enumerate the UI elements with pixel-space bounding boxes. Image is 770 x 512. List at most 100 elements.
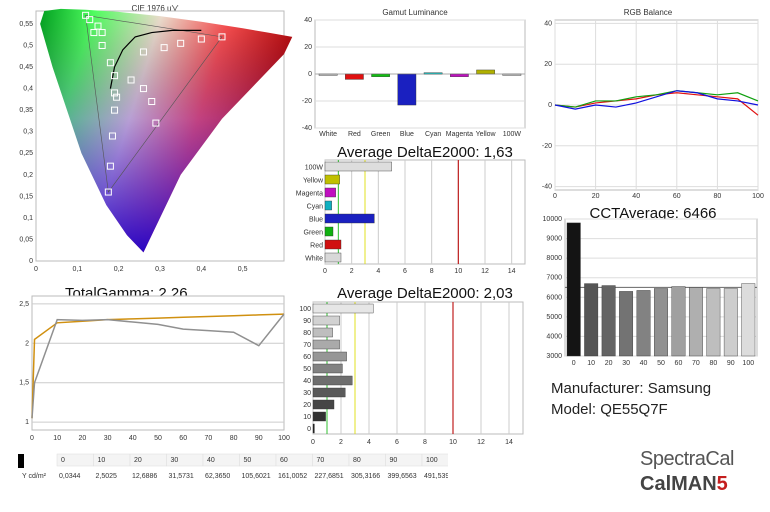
y-tick-label: 20 <box>304 44 312 51</box>
measurement-marker <box>111 89 119 97</box>
deltae-bar <box>312 375 353 386</box>
table-value: 12,6886 <box>132 473 157 480</box>
x-tick-label: 10 <box>454 268 462 275</box>
y-tick-label: Magenta <box>296 191 323 198</box>
x-tick-label: 0 <box>572 360 576 367</box>
x-tick-label: 60 <box>179 435 187 442</box>
cct-bar <box>688 287 703 357</box>
table-value: 161,0052 <box>278 473 307 480</box>
x-tick-label: 20 <box>592 193 600 200</box>
x-tick-label: 12 <box>481 268 489 275</box>
measurement-marker <box>127 76 135 84</box>
y-tick-label: Cyan <box>307 204 323 211</box>
deltae-bar <box>324 200 332 211</box>
y-tick-label: 0,05 <box>19 236 33 243</box>
x-tick-label: 30 <box>622 360 630 367</box>
y-tick-label: 2 <box>25 340 29 347</box>
black-swatch <box>18 454 24 468</box>
x-tick-label: 90 <box>255 435 263 442</box>
y-tick-label: 9000 <box>546 236 562 243</box>
x-tick-label: Green <box>371 131 391 138</box>
measurement-marker <box>111 106 119 114</box>
deltae-bar <box>324 213 375 224</box>
y-tick-label: 8000 <box>546 255 562 262</box>
table-value: 31,5731 <box>169 473 194 480</box>
x-tick-label: 50 <box>657 360 665 367</box>
measurement-marker <box>106 59 114 67</box>
y-tick-label: 40 <box>544 20 552 27</box>
x-tick-label: 0 <box>553 193 557 200</box>
deltae-bar <box>324 187 336 198</box>
luminance-table: 0 10 20 30 40 50 60 70 80 90 100 Y cd/m² 0,0344 2,502… <box>18 453 448 480</box>
measurement-marker <box>197 35 205 43</box>
plot-area <box>324 159 526 265</box>
deltae-bar <box>324 252 342 263</box>
measurement-marker <box>111 72 119 80</box>
chart-title: CCTAverage: 6466 <box>589 205 716 222</box>
x-tick-label: 0,5 <box>238 266 248 273</box>
table-value: 2,5025 <box>96 473 118 480</box>
x-tick-label: Yellow <box>476 131 497 138</box>
x-tick-label: 40 <box>129 435 137 442</box>
y-tick-label: -40 <box>542 184 552 191</box>
rgb-series-line <box>554 90 759 108</box>
y-tick-label: Green <box>304 230 324 237</box>
x-tick-label: 20 <box>79 435 87 442</box>
chart-title: RGB Balance <box>624 8 673 17</box>
x-tick-label: 100 <box>742 360 754 367</box>
gamma-series-line <box>31 313 285 419</box>
gamut-bar <box>450 73 469 77</box>
gamut-bar <box>397 73 417 106</box>
device-info: Manufacturer: Samsung Model: QE55Q7F <box>551 378 711 420</box>
deltae-bar <box>324 226 334 237</box>
y-tick-label: 0,4 <box>23 86 33 93</box>
spectral-locus-shade <box>40 8 293 253</box>
chart-title: Average DeltaE2000: 2,03 <box>337 285 513 302</box>
measurement-marker <box>86 16 94 24</box>
chart-title: Gamut Luminance <box>382 8 448 17</box>
y-tick-label: 0,35 <box>19 107 33 114</box>
x-tick-label: 0 <box>30 435 34 442</box>
model-label: Model: QE55Q7F <box>551 401 668 418</box>
table-value: 0,0344 <box>59 473 81 480</box>
measurement-marker <box>218 33 226 41</box>
table-header-label: 20 <box>134 457 142 464</box>
y-tick-label: 0,15 <box>19 193 33 200</box>
cct-bar <box>654 288 668 357</box>
measurement-marker <box>90 29 98 37</box>
x-tick-label: 50 <box>154 435 162 442</box>
measurement-marker <box>160 44 168 52</box>
x-tick-label: 10 <box>449 439 457 446</box>
x-tick-label: White <box>319 131 337 138</box>
x-tick-label: 6 <box>403 268 407 275</box>
x-tick-label: 0 <box>34 266 38 273</box>
calman-word: CalMAN <box>640 473 717 495</box>
table-value: 227,6851 <box>315 473 344 480</box>
cct-bar <box>619 291 634 357</box>
measurement-marker <box>139 85 147 93</box>
y-tick-label: 20 <box>303 402 311 409</box>
x-tick-label: 4 <box>376 268 380 275</box>
y-tick-label: 20 <box>544 61 552 68</box>
y-tick-label: 50 <box>303 366 311 373</box>
deltae-bar <box>312 387 346 398</box>
cct-bar <box>741 283 756 357</box>
x-tick-label: 8 <box>430 268 434 275</box>
gamut-triangle <box>85 14 223 193</box>
x-tick-label: 30 <box>104 435 112 442</box>
y-tick-label: 0,25 <box>19 150 33 157</box>
y-tick-label: Blue <box>309 217 323 224</box>
x-tick-label: 10 <box>587 360 595 367</box>
y-tick-label: 10000 <box>543 216 563 223</box>
table-header-label: 30 <box>171 457 179 464</box>
deltae-bar <box>312 411 326 422</box>
deltae-bar <box>312 351 347 362</box>
deltae-bar <box>312 339 340 350</box>
x-tick-label: 40 <box>640 360 648 367</box>
y-tick-label: 3000 <box>546 353 562 360</box>
y-tick-label: -40 <box>302 125 312 132</box>
measurement-marker <box>152 119 160 127</box>
x-tick-label: 2 <box>350 268 354 275</box>
y-tick-label: 5000 <box>546 314 562 321</box>
